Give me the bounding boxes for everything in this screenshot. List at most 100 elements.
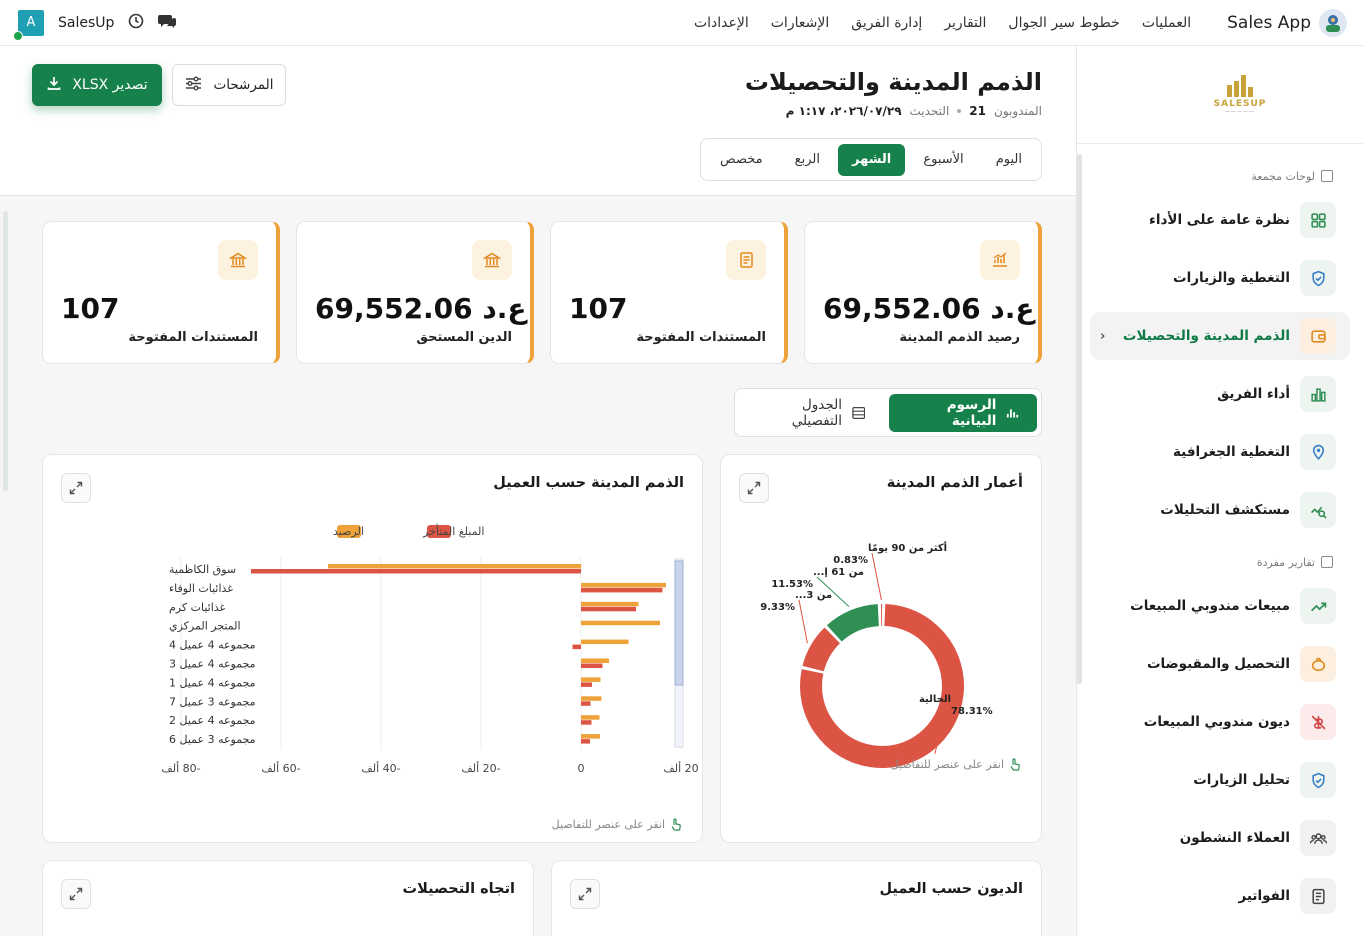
donut-label: من 3... <box>795 590 832 601</box>
section-title-single: تقارير مفردة <box>1077 552 1363 572</box>
bar[interactable] <box>581 682 592 687</box>
bar[interactable] <box>581 720 592 725</box>
top-nav: العمليات خطوط سير الجوال التقارير إدارة … <box>694 15 1191 31</box>
chevron-left-icon: ‹ <box>1100 328 1106 344</box>
bar[interactable] <box>581 739 590 744</box>
sidebar-item-geo-coverage[interactable]: التغطية الجغرافية <box>1090 428 1350 476</box>
sidebar-item-label: الذمم المدينة والتحصيلات <box>1122 328 1290 344</box>
top-nav-operations[interactable]: العمليات <box>1141 14 1192 31</box>
bar-chart-icon <box>1300 376 1336 412</box>
sidebar-logo-area: SALESUP ――――― <box>1077 46 1363 144</box>
sidebar-item-analytics-explorer[interactable]: مستكشف التحليلات <box>1090 486 1350 534</box>
sidebar-item-performance-overview[interactable]: نظرة عامة على الأداء <box>1090 196 1350 244</box>
filters-button[interactable]: المرشحات <box>172 64 286 106</box>
export-xlsx-button[interactable]: تصدير XLSX <box>32 64 162 106</box>
bar[interactable] <box>581 587 663 593</box>
period-week[interactable]: الأسبوع <box>923 152 964 167</box>
donut-value-label: 11.53% <box>771 579 813 590</box>
bar[interactable] <box>581 606 636 612</box>
sidebar-item-label: أداء الفريق <box>1217 386 1290 402</box>
table-icon <box>852 406 866 419</box>
sidebar-item-receivables-collections[interactable]: الذمم المدينة والتحصيلات ‹ <box>1090 312 1350 360</box>
top-nav-settings[interactable]: الإعدادات <box>693 14 749 31</box>
donut-slice[interactable] <box>826 604 879 642</box>
donut-slice[interactable] <box>802 627 840 672</box>
brand-name: Sales App <box>1227 12 1311 33</box>
period-custom[interactable]: مخصص <box>720 152 763 167</box>
kpi-label: المستندات المفتوحة <box>128 330 258 345</box>
bar[interactable] <box>581 639 629 645</box>
reps-label: المندوبون <box>994 104 1042 118</box>
kpi-value: 69,552.06 ع.د <box>823 292 1035 325</box>
data-zoom-handle[interactable] <box>674 560 684 686</box>
kpi-card-receivables-balance[interactable]: 69,552.06 ع.د رصيد الذمم المدينة <box>804 221 1042 364</box>
receivables-by-customer-chart[interactable]: المبلغ المتأخر الرصيد -80 ألف -60 ألف -40 أل… <box>43 515 704 815</box>
shield-icon <box>1300 260 1336 296</box>
tab-charts[interactable]: الرسوم البيانية <box>889 393 1037 432</box>
sidebar-scrollbar[interactable] <box>1077 154 1082 684</box>
expand-icon[interactable] <box>570 879 600 909</box>
sidebar-item-team-performance[interactable]: أداء الفريق <box>1090 370 1350 418</box>
meta-separator <box>957 109 962 113</box>
bar[interactable] <box>581 620 660 626</box>
app-name: SalesUp <box>58 14 115 31</box>
invoice-icon <box>1300 878 1336 914</box>
expand-icon[interactable] <box>61 473 91 503</box>
sidebar-item-coverage-visits[interactable]: التغطية والزيارات <box>1090 254 1350 302</box>
tab-charts-label: الرسوم البيانية <box>946 396 997 429</box>
expand-icon[interactable] <box>739 473 769 503</box>
kpi-row: 69,552.06 ع.د رصيد الذمم المدينة 107 الم… <box>42 221 1042 364</box>
brand[interactable]: Sales App <box>1227 8 1347 37</box>
sidebar-item-active-customers[interactable]: العملاء النشطون <box>1090 814 1350 862</box>
bar[interactable] <box>581 601 639 607</box>
donut-label-line <box>934 703 948 754</box>
chart-icon <box>980 240 1020 280</box>
chat-icon[interactable] <box>158 13 177 33</box>
salesup-logo: SALESUP ――――― <box>1214 74 1267 115</box>
bar[interactable] <box>581 582 666 588</box>
x-tick-label: 0 <box>578 762 585 775</box>
bar[interactable] <box>581 696 602 701</box>
bar[interactable] <box>581 715 600 720</box>
sidebar-item-label: الفواتير <box>1238 888 1290 904</box>
legend-swatch <box>427 525 451 538</box>
sidebar-item-rep-debts[interactable]: ديون مندوبي المبيعات <box>1090 698 1350 746</box>
kpi-card-open-documents-2[interactable]: 107 المستندات المفتوحة <box>42 221 280 364</box>
top-nav-mobile-routes[interactable]: خطوط سير الجوال <box>1008 14 1120 31</box>
kpi-card-open-documents[interactable]: 107 المستندات المفتوحة <box>550 221 788 364</box>
sidebar-item-collection-receipts[interactable]: التحصيل والمقبوضات <box>1090 640 1350 688</box>
main-scrollbar[interactable] <box>3 211 8 491</box>
kpi-card-due-debt[interactable]: 69,552.06 ع.د الدين المستحق <box>296 221 534 364</box>
period-today[interactable]: اليوم <box>995 152 1022 167</box>
period-month[interactable]: الشهر <box>838 143 906 176</box>
bar[interactable] <box>251 569 581 574</box>
sidebar-item-rep-sales[interactable]: مبيعات مندوبي المبيعات <box>1090 582 1350 630</box>
map-pin-icon <box>1300 434 1336 470</box>
bar[interactable] <box>581 663 603 669</box>
donut-slice[interactable] <box>881 604 882 627</box>
top-nav-notifications[interactable]: الإشعارات <box>770 14 830 31</box>
bar[interactable] <box>581 734 600 739</box>
brand-logo-icon <box>1319 8 1347 37</box>
sidebar-item-visit-analysis[interactable]: تحليل الزيارات <box>1090 756 1350 804</box>
section-title-single-label: تقارير مفردة <box>1256 555 1315 569</box>
top-nav-team-management[interactable]: إدارة الفريق <box>851 14 923 31</box>
expand-icon[interactable] <box>61 879 91 909</box>
sidebar-item-label: التغطية الجغرافية <box>1173 444 1290 460</box>
bar[interactable] <box>572 644 582 650</box>
sidebar-item-label: مستكشف التحليلات <box>1160 502 1290 518</box>
sidebar-item-label: تحليل الزيارات <box>1193 772 1290 788</box>
tab-detailed-table[interactable]: الجدول التفصيلي <box>739 394 883 432</box>
click-hint: انقر على عنصر للتفاصيل <box>891 758 1021 771</box>
period-quarter[interactable]: الربع <box>794 152 820 167</box>
clock-icon[interactable] <box>128 13 144 33</box>
donut-label-line <box>798 599 808 644</box>
bar[interactable] <box>581 658 609 664</box>
sidebar-item-invoices[interactable]: الفواتير <box>1090 872 1350 920</box>
avatar[interactable]: A <box>13 9 44 41</box>
bar[interactable] <box>581 701 591 706</box>
bar[interactable] <box>328 564 581 569</box>
bar[interactable] <box>581 677 601 682</box>
top-nav-reports[interactable]: التقارير <box>944 14 987 31</box>
